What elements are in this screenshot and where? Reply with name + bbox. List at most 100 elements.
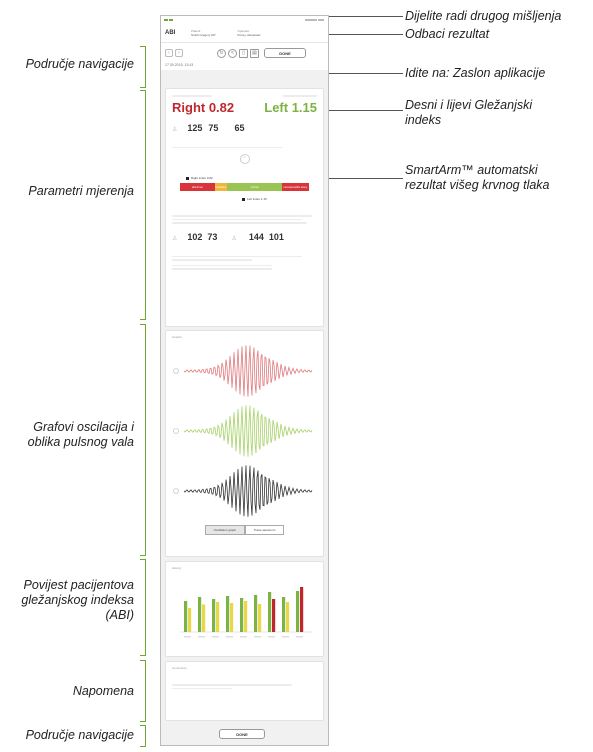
toolbar: ‹ › ↻ < ▯ ▤ DONE <box>161 43 328 63</box>
comments-card: Comments <box>165 661 324 721</box>
label-measurement-params: Parametri mjerenja <box>28 184 134 198</box>
history-tick-label <box>282 636 289 638</box>
app-screen: ABI Patient Smith Gregory GP Operator Kuze… <box>160 15 329 746</box>
page-title: ABI <box>165 30 176 36</box>
right-leg-diastolic: 73 <box>207 231 218 242</box>
bracket-history <box>140 559 146 656</box>
delete-icon[interactable]: ▯ <box>239 48 248 58</box>
operator-info: Operator Kuzey, Alexander <box>238 29 261 37</box>
label-share: Dijelite radi drugog mišljenja <box>405 9 562 23</box>
history-tick-label <box>184 636 191 638</box>
history-bar <box>300 587 304 632</box>
history-bar <box>198 597 202 632</box>
label-navigation-bottom: Područje navigacije <box>25 728 134 742</box>
history-bar <box>216 602 220 632</box>
left-leg-icon <box>173 428 179 434</box>
history-tick-label <box>226 636 233 638</box>
graphs-card: Graphs Oscillation graph Pulse waveform <box>165 330 324 557</box>
patient-info: Patient Smith Gregory GP <box>191 29 216 37</box>
scale-incompressible: incompressible artery <box>281 183 309 191</box>
measurement-card: Right 0.82 Left 1.15 ♙ 125 75 65 ⌃ Right… <box>165 88 324 327</box>
comments-title: Comments <box>172 666 187 670</box>
arm-diastolic: 75 <box>208 122 219 133</box>
history-tick-label <box>296 636 303 638</box>
final-done-button[interactable]: DONE <box>219 729 265 739</box>
measurement-date: 17.05.2018, 13:43 <box>161 63 328 70</box>
arm-icon: ♙ <box>172 126 178 133</box>
scale-borderline: borderline <box>214 183 228 191</box>
top-bar: ABI Patient Smith Gregory GP Operator Kuze… <box>161 24 328 43</box>
history-bar <box>188 608 192 632</box>
history-bar <box>184 601 188 632</box>
history-bar <box>268 592 272 632</box>
bracket-graphs <box>140 324 146 556</box>
done-button[interactable]: DONE <box>264 48 306 58</box>
right-leg-icon <box>173 368 179 374</box>
left-marker-label: Left index 1.15 <box>247 197 267 201</box>
history-tick-label <box>254 636 261 638</box>
history-bar <box>226 596 230 632</box>
label-discard: Odbaci rezultat <box>405 27 490 41</box>
history-bar <box>240 598 244 632</box>
left-leg-icon: ♙ <box>231 235 237 242</box>
status-bar-right <box>305 18 325 22</box>
tab-oscillation-graph[interactable]: Oscillation graph <box>204 525 245 535</box>
bracket-navigation-top <box>140 46 146 88</box>
label-smartarm: SmartArm™ automatski rezultat višeg krvn… <box>405 163 550 192</box>
label-history: Povijest pacijentova gležanjskog indeksa… <box>21 578 134 622</box>
history-bar <box>212 599 216 632</box>
share-icon[interactable]: < <box>228 48 237 58</box>
left-ankle-index: Left 1.15 <box>264 99 317 115</box>
scale-abnormal: abnormal <box>180 183 215 191</box>
abi-color-scale: abnormal borderline normal incompressibl… <box>180 183 309 191</box>
back-button[interactable]: ‹ <box>165 49 173 57</box>
expand-toggle-icon[interactable]: ⌃ <box>239 154 250 164</box>
report-icon[interactable]: ▤ <box>250 48 259 58</box>
left-leg-systolic: 144 <box>248 231 264 242</box>
bracket-note <box>140 660 146 722</box>
refresh-icon[interactable]: ↻ <box>217 48 226 58</box>
label-note: Napomena <box>72 684 134 698</box>
label-graphs: Grafovi oscilacija i oblika pulsnog vala <box>27 420 134 449</box>
history-bar <box>282 597 286 632</box>
history-bar <box>286 602 290 632</box>
history-tick-label <box>198 636 205 638</box>
bracket-navigation-bottom <box>140 725 146 747</box>
history-tick-label <box>268 636 275 638</box>
leg-bp-row: ♙ 102 73 ♙ 144 101 <box>172 232 317 242</box>
history-bar <box>244 601 248 632</box>
arm-icon <box>173 488 179 494</box>
status-bar-left <box>164 18 174 22</box>
operator-label: Operator <box>237 29 250 33</box>
patient-label: Patient <box>191 29 201 33</box>
right-leg-systolic: 102 <box>187 231 203 242</box>
arm-bp-row: ♙ 125 75 65 <box>172 123 317 133</box>
forward-button[interactable]: › <box>175 49 183 57</box>
index-headings <box>172 93 317 99</box>
tab-pulse-waveform[interactable]: Pulse waveform <box>245 525 285 535</box>
history-bar <box>202 604 206 632</box>
history-bar <box>258 604 262 632</box>
history-bar <box>230 603 234 632</box>
leader-goto-h <box>305 73 403 74</box>
bracket-measurement-params <box>140 90 146 320</box>
pulse-value: 65 <box>234 122 245 133</box>
label-ankle-index: Desni i lijevi Gležanjski indeks <box>405 98 533 127</box>
history-tick-label <box>212 636 219 638</box>
right-index-marker: Right index 0.82 <box>186 176 317 180</box>
right-marker-dot <box>186 176 189 180</box>
arm-waveform <box>183 465 313 517</box>
history-chart <box>180 587 312 638</box>
left-marker-dot <box>242 197 245 201</box>
operator-value: Kuzey, Alexander <box>237 33 261 37</box>
right-leg-waveform <box>183 345 313 397</box>
history-tick-label <box>240 636 247 638</box>
ankle-index-row: Right 0.82 Left 1.15 <box>172 100 317 115</box>
history-bar <box>254 595 258 632</box>
right-leg-icon: ♙ <box>172 235 178 242</box>
status-bar <box>161 16 328 24</box>
label-navigation-top: Područje navigacije <box>25 57 134 71</box>
right-marker-label: Right index 0.82 <box>191 176 213 180</box>
history-bar <box>272 599 276 632</box>
arm-systolic: 125 <box>187 122 203 133</box>
